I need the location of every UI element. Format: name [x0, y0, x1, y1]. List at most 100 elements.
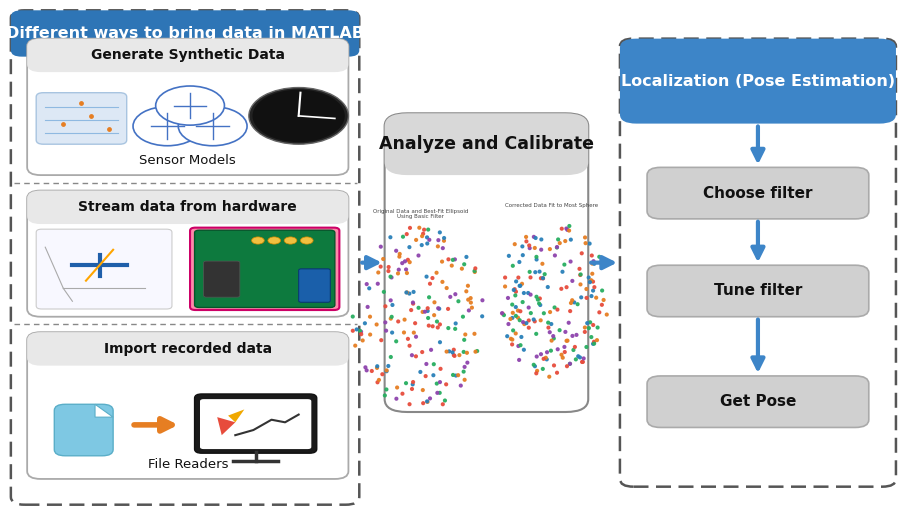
Point — [417, 226, 432, 234]
Point — [363, 331, 377, 339]
Point — [456, 368, 471, 376]
Point — [395, 259, 409, 267]
Point — [513, 307, 528, 315]
Point — [576, 354, 591, 363]
Point — [456, 313, 471, 321]
FancyBboxPatch shape — [204, 261, 240, 297]
Point — [56, 119, 71, 128]
Point — [586, 278, 600, 286]
Point — [548, 251, 562, 260]
Point — [411, 251, 425, 260]
Point — [582, 324, 596, 332]
Point — [385, 313, 399, 321]
Point — [505, 335, 519, 344]
Point — [429, 269, 443, 277]
Point — [561, 319, 576, 327]
Point — [508, 240, 522, 248]
Point — [550, 345, 565, 353]
Point — [585, 251, 599, 260]
Point — [437, 236, 452, 245]
Point — [359, 366, 374, 374]
Point — [557, 261, 572, 269]
Point — [433, 389, 447, 397]
Point — [504, 335, 519, 343]
Point — [505, 314, 519, 322]
Point — [461, 296, 475, 304]
Point — [420, 397, 434, 405]
Point — [517, 289, 531, 297]
Point — [563, 307, 577, 315]
Point — [385, 273, 399, 282]
Text: Localization (Pose Estimation): Localization (Pose Estimation) — [621, 74, 895, 89]
Point — [534, 246, 548, 254]
Point — [538, 270, 552, 278]
Circle shape — [156, 86, 224, 125]
Point — [431, 242, 445, 250]
Point — [529, 352, 544, 360]
Point — [463, 294, 478, 302]
Point — [381, 263, 395, 271]
Point — [529, 293, 544, 301]
Point — [528, 268, 542, 276]
Point — [587, 283, 602, 291]
Circle shape — [133, 107, 202, 146]
Point — [359, 280, 374, 288]
Point — [586, 338, 601, 346]
Point — [516, 251, 530, 259]
FancyBboxPatch shape — [27, 191, 348, 317]
Point — [363, 313, 377, 321]
Point — [583, 278, 597, 286]
Point — [430, 317, 444, 325]
Point — [500, 332, 514, 340]
Point — [379, 385, 394, 393]
Point — [575, 249, 589, 258]
Point — [548, 303, 562, 312]
Point — [564, 235, 578, 244]
Point — [433, 365, 448, 373]
Point — [562, 227, 576, 235]
Point — [374, 263, 388, 271]
Point — [420, 398, 434, 406]
Point — [392, 266, 406, 274]
FancyBboxPatch shape — [36, 229, 172, 309]
Point — [507, 286, 521, 294]
Point — [599, 311, 614, 319]
Point — [590, 336, 605, 344]
Point — [378, 302, 393, 311]
Point — [408, 319, 423, 328]
Text: Get Pose: Get Pose — [719, 394, 796, 409]
Point — [459, 287, 473, 296]
Point — [529, 234, 543, 242]
Point — [415, 308, 430, 316]
Point — [533, 295, 548, 303]
Point — [541, 318, 556, 327]
Point — [540, 283, 555, 291]
Point — [356, 336, 370, 345]
Point — [389, 247, 404, 255]
Point — [534, 350, 548, 358]
Point — [426, 371, 441, 380]
Point — [405, 385, 419, 393]
Point — [370, 364, 385, 372]
Circle shape — [268, 237, 281, 244]
Point — [384, 353, 398, 361]
FancyBboxPatch shape — [11, 10, 359, 505]
Point — [379, 327, 394, 335]
FancyBboxPatch shape — [195, 394, 317, 453]
FancyBboxPatch shape — [299, 269, 330, 302]
Point — [457, 363, 472, 371]
Point — [409, 352, 424, 360]
Point — [443, 293, 458, 301]
Point — [383, 272, 397, 281]
Point — [415, 386, 430, 394]
Point — [539, 355, 554, 364]
Point — [400, 288, 414, 297]
Point — [535, 260, 549, 268]
Point — [397, 316, 412, 324]
Point — [403, 341, 417, 350]
Point — [431, 304, 445, 313]
Text: Different ways to bring data in MATLAB: Different ways to bring data in MATLAB — [6, 26, 364, 41]
Point — [557, 343, 572, 351]
Point — [503, 315, 518, 323]
Point — [433, 338, 447, 346]
